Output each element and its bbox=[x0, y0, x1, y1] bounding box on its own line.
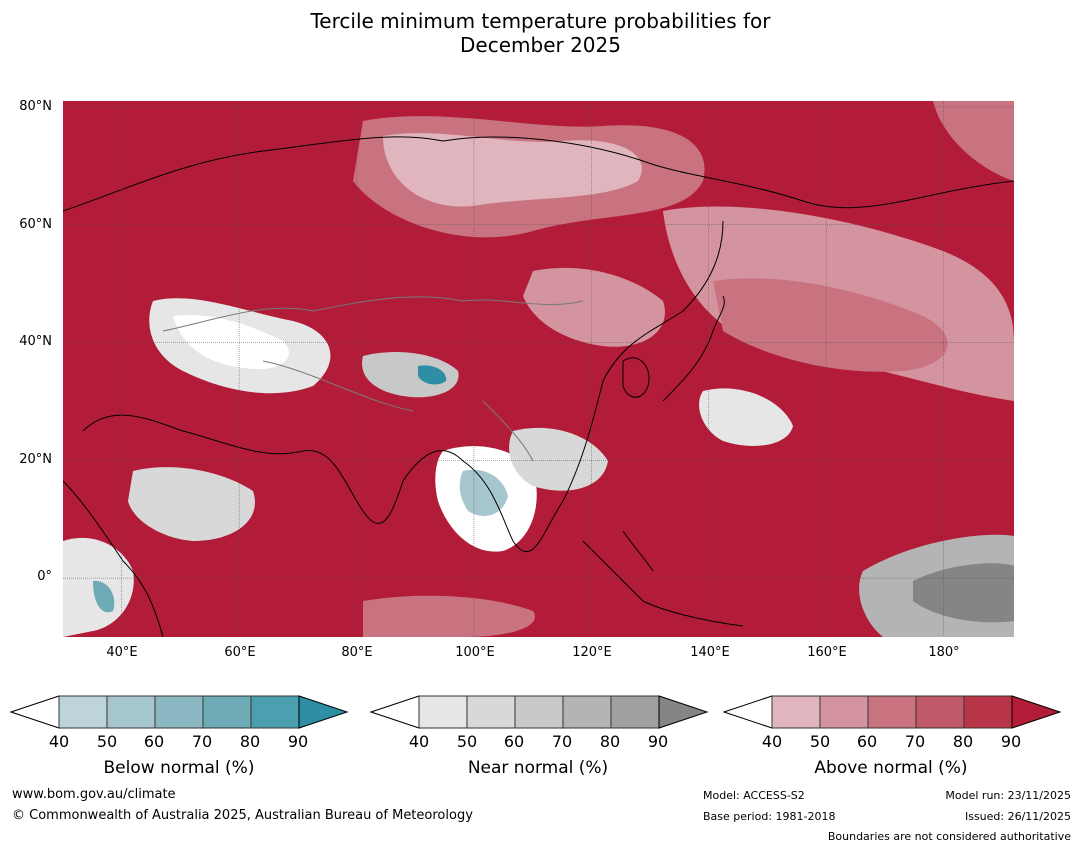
lon-label-120e: 120°E bbox=[572, 645, 612, 660]
issued-text: Issued: 26/11/2025 bbox=[964, 810, 1071, 823]
west-pacific-near-normal bbox=[699, 388, 793, 446]
cb-tick: 70 bbox=[191, 732, 213, 751]
colorbar-segment bbox=[106, 695, 156, 729]
arctic-coastline bbox=[63, 136, 1014, 212]
arctic-east-zone bbox=[933, 101, 1014, 181]
model-run-text: Model run: 23/11/2025 bbox=[945, 789, 1071, 802]
colorbar-segment bbox=[514, 695, 564, 729]
disclaimer-text: Boundaries are not considered authoritat… bbox=[827, 830, 1071, 843]
colorbar-min-triangle bbox=[10, 695, 60, 729]
lon-label-80e: 80°E bbox=[341, 645, 373, 660]
arabian-sea-near-normal bbox=[128, 467, 255, 541]
south-asia-coastline bbox=[82, 220, 724, 553]
cb-tick: 40 bbox=[761, 732, 783, 751]
lat-label-20n: 20°N bbox=[19, 452, 52, 467]
country-boundaries bbox=[162, 296, 584, 462]
website-link[interactable]: www.bom.gov.au/climate bbox=[12, 787, 176, 802]
cb-tick: 70 bbox=[551, 732, 573, 751]
cb-tick: 50 bbox=[809, 732, 831, 751]
probability-map bbox=[63, 101, 1014, 637]
colorbar-segment bbox=[915, 695, 965, 729]
cb-tick: 50 bbox=[96, 732, 118, 751]
colorbar-segment bbox=[466, 695, 516, 729]
lon-label-140e: 140°E bbox=[690, 645, 730, 660]
colorbar-segment bbox=[418, 695, 468, 729]
cb-tick: 80 bbox=[239, 732, 261, 751]
colorbar-segment bbox=[58, 695, 108, 729]
east-africa-below-normal bbox=[93, 580, 115, 613]
cb-tick: 40 bbox=[408, 732, 430, 751]
tibet-near-normal bbox=[362, 351, 459, 398]
base-period-text: Base period: 1981-2018 bbox=[703, 810, 836, 823]
south-china-near-normal bbox=[509, 427, 608, 491]
korea-coastline bbox=[622, 357, 650, 398]
cb-tick: 60 bbox=[143, 732, 165, 751]
title-line-1: Tercile minimum temperature probabilitie… bbox=[310, 9, 771, 33]
cb-tick: 90 bbox=[1000, 732, 1022, 751]
lat-label-60n: 60°N bbox=[19, 217, 52, 232]
central-asia-white bbox=[173, 315, 289, 370]
copyright-text: © Commonwealth of Australia 2025, Austra… bbox=[12, 808, 473, 823]
colorbar-min-triangle bbox=[370, 695, 420, 729]
cb-tick: 90 bbox=[287, 732, 309, 751]
lat-label-80n: 80°N bbox=[19, 99, 52, 114]
africa-coastline bbox=[63, 480, 164, 637]
colorbar-max-triangle bbox=[1011, 695, 1062, 729]
near-normal-label: Near normal (%) bbox=[467, 758, 609, 778]
indian-ocean-moderate-zone bbox=[363, 595, 535, 637]
chart-title: Tercile minimum temperature probabilitie… bbox=[0, 9, 1081, 57]
cb-tick: 50 bbox=[456, 732, 478, 751]
cb-tick: 80 bbox=[952, 732, 974, 751]
above-normal-colorbar bbox=[723, 695, 1062, 729]
siberia-low-zone bbox=[383, 133, 642, 207]
cb-tick: 40 bbox=[48, 732, 70, 751]
lat-label-40n: 40°N bbox=[19, 334, 52, 349]
indochina-below-normal bbox=[459, 469, 508, 516]
title-line-2: December 2025 bbox=[460, 33, 621, 57]
colorbar-segment bbox=[819, 695, 869, 729]
below-normal-label: Below normal (%) bbox=[103, 758, 255, 778]
cb-tick: 60 bbox=[503, 732, 525, 751]
colorbar-segment bbox=[154, 695, 204, 729]
map-canvas bbox=[63, 101, 1014, 637]
pacific-north-mid-zone bbox=[713, 278, 948, 372]
mongolia-moderate-zone bbox=[523, 267, 665, 347]
lon-label-40e: 40°E bbox=[106, 645, 138, 660]
near-normal-colorbar bbox=[370, 695, 709, 729]
maritime-continent-coastline bbox=[582, 530, 744, 627]
model-text: Model: ACCESS-S2 bbox=[703, 789, 805, 802]
graticule bbox=[63, 101, 1014, 637]
lon-label-160e: 160°E bbox=[807, 645, 847, 660]
below-normal-colorbar bbox=[10, 695, 349, 729]
colorbar-min-triangle bbox=[723, 695, 773, 729]
lon-label-100e: 100°E bbox=[455, 645, 495, 660]
colorbar-segment bbox=[562, 695, 612, 729]
tibet-below-normal bbox=[418, 365, 447, 385]
colorbar-segment bbox=[867, 695, 917, 729]
above-normal-label: Above normal (%) bbox=[814, 758, 968, 778]
lon-label-60e: 60°E bbox=[224, 645, 256, 660]
japan-coastline bbox=[662, 295, 725, 402]
colorbar-segment bbox=[771, 695, 821, 729]
cb-tick: 70 bbox=[904, 732, 926, 751]
colorbar-segment bbox=[202, 695, 252, 729]
lon-label-180: 180° bbox=[928, 645, 960, 660]
colorbar-max-triangle bbox=[298, 695, 349, 729]
colorbar-segment bbox=[250, 695, 300, 729]
cb-tick: 80 bbox=[599, 732, 621, 751]
cb-tick: 60 bbox=[856, 732, 878, 751]
colorbar-max-triangle bbox=[658, 695, 709, 729]
colorbar-segment bbox=[610, 695, 660, 729]
colorbar-segment bbox=[963, 695, 1013, 729]
lat-label-0: 0° bbox=[37, 569, 52, 584]
pacific-south-high-near-normal bbox=[913, 563, 1014, 623]
cb-tick: 90 bbox=[647, 732, 669, 751]
